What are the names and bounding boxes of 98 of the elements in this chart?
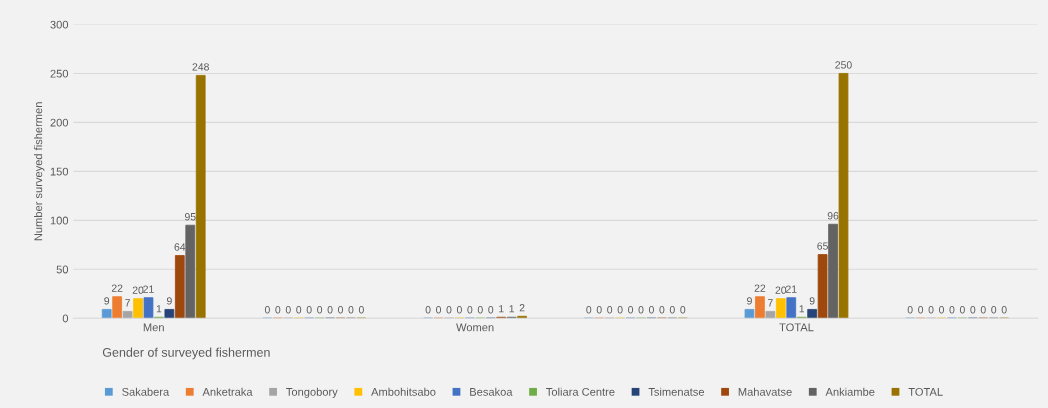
legend-label: Anketraka xyxy=(202,387,253,396)
bar xyxy=(786,297,797,319)
y-axis-title: Number surveyed fishermen xyxy=(34,102,45,241)
data-label: 0 xyxy=(306,306,312,314)
bar xyxy=(174,255,185,319)
x-axis-title: Gender of surveyed fishermen xyxy=(102,347,270,360)
data-label: 7 xyxy=(125,299,130,307)
data-label: 0 xyxy=(296,306,302,314)
bar xyxy=(164,309,175,319)
data-label: 0 xyxy=(907,306,913,314)
data-label: 20 xyxy=(132,286,144,294)
data-label: 0 xyxy=(918,306,924,314)
legend-label: Toliara Centre xyxy=(546,387,615,396)
y-tick-label: 100 xyxy=(50,216,69,225)
data-label: 0 xyxy=(980,306,986,314)
data-label: 0 xyxy=(477,306,483,314)
data-label: 0 xyxy=(488,306,494,314)
data-label: 0 xyxy=(358,306,364,314)
bar xyxy=(807,309,818,319)
bar xyxy=(838,73,849,319)
data-label: 1 xyxy=(509,305,515,313)
data-label: 0 xyxy=(1001,306,1007,314)
data-label: 0 xyxy=(949,306,955,314)
bar xyxy=(133,298,143,319)
y-tick-label: 200 xyxy=(50,118,69,127)
bar xyxy=(122,310,133,319)
legend-label: TOTAL xyxy=(908,387,943,396)
data-label: 0 xyxy=(648,306,654,314)
data-label: 22 xyxy=(754,284,766,292)
data-label: 0 xyxy=(586,306,592,314)
data-label: 65 xyxy=(817,242,828,250)
bar xyxy=(101,309,112,319)
data-label: 0 xyxy=(327,306,333,314)
x-tick-label: Women xyxy=(456,323,494,332)
data-label: 0 xyxy=(680,306,686,314)
data-label: 0 xyxy=(264,306,270,314)
data-label: 0 xyxy=(285,306,291,314)
legend-label: Besakoa xyxy=(470,387,513,396)
legend-label: Ambohitsabo xyxy=(371,387,436,396)
bar xyxy=(828,223,838,319)
data-label: 250 xyxy=(835,61,852,69)
data-label: 1 xyxy=(799,305,805,313)
y-tick-label: 50 xyxy=(56,265,69,274)
data-label: 0 xyxy=(596,306,602,314)
data-label: 248 xyxy=(192,63,209,71)
data-label: 9 xyxy=(166,297,172,305)
data-label: 0 xyxy=(638,306,644,314)
data-label: 9 xyxy=(809,297,815,305)
data-label: 21 xyxy=(143,285,154,293)
data-label: 0 xyxy=(275,306,281,314)
data-label: 0 xyxy=(617,306,623,314)
data-label: 9 xyxy=(747,297,752,305)
data-label: 0 xyxy=(939,306,944,314)
bar xyxy=(744,309,755,319)
x-tick-label: Men xyxy=(143,323,164,332)
y-tick-label: 0 xyxy=(62,314,69,323)
data-label: 0 xyxy=(669,306,675,314)
data-label: 0 xyxy=(338,306,343,314)
bar xyxy=(185,224,196,319)
legend-label: Sakabera xyxy=(122,387,170,396)
bar xyxy=(765,310,776,319)
data-label: 1 xyxy=(156,305,162,313)
data-label: 21 xyxy=(785,285,797,293)
data-label: 95 xyxy=(184,213,196,221)
legend-label: Tongobory xyxy=(286,387,338,398)
data-label: 0 xyxy=(317,306,323,314)
y-tick-label: 300 xyxy=(50,20,69,29)
data-label: 20 xyxy=(775,286,787,294)
data-label: 0 xyxy=(456,306,462,314)
data-label: 0 xyxy=(467,306,473,314)
data-label: 0 xyxy=(425,306,431,314)
data-label: 0 xyxy=(991,306,997,314)
bar xyxy=(143,297,154,319)
data-label: 0 xyxy=(436,306,442,314)
bar xyxy=(195,74,206,319)
data-label: 22 xyxy=(111,284,123,292)
data-label: 0 xyxy=(348,306,354,314)
data-label: 0 xyxy=(959,306,965,314)
legend-label: Tsimenatse xyxy=(648,387,705,396)
x-tick-label: TOTAL xyxy=(779,323,814,332)
data-label: 0 xyxy=(928,306,934,314)
data-label: 1 xyxy=(499,305,504,313)
data-label: 2 xyxy=(519,304,525,312)
bar xyxy=(817,254,828,319)
y-tick-label: 250 xyxy=(50,69,69,78)
bar xyxy=(755,296,765,319)
y-tick-label: 150 xyxy=(50,167,69,176)
legend-label: Ankiambe xyxy=(825,387,875,396)
data-label: 7 xyxy=(768,299,773,307)
data-label: 0 xyxy=(446,306,452,314)
bar xyxy=(112,296,123,319)
legend-label: Mahavatse xyxy=(738,387,792,396)
data-label: 0 xyxy=(970,306,976,314)
data-label: 0 xyxy=(659,306,665,314)
data-label: 0 xyxy=(607,306,613,314)
data-label: 0 xyxy=(628,306,634,314)
bar xyxy=(775,298,786,319)
data-label: 9 xyxy=(104,297,110,305)
